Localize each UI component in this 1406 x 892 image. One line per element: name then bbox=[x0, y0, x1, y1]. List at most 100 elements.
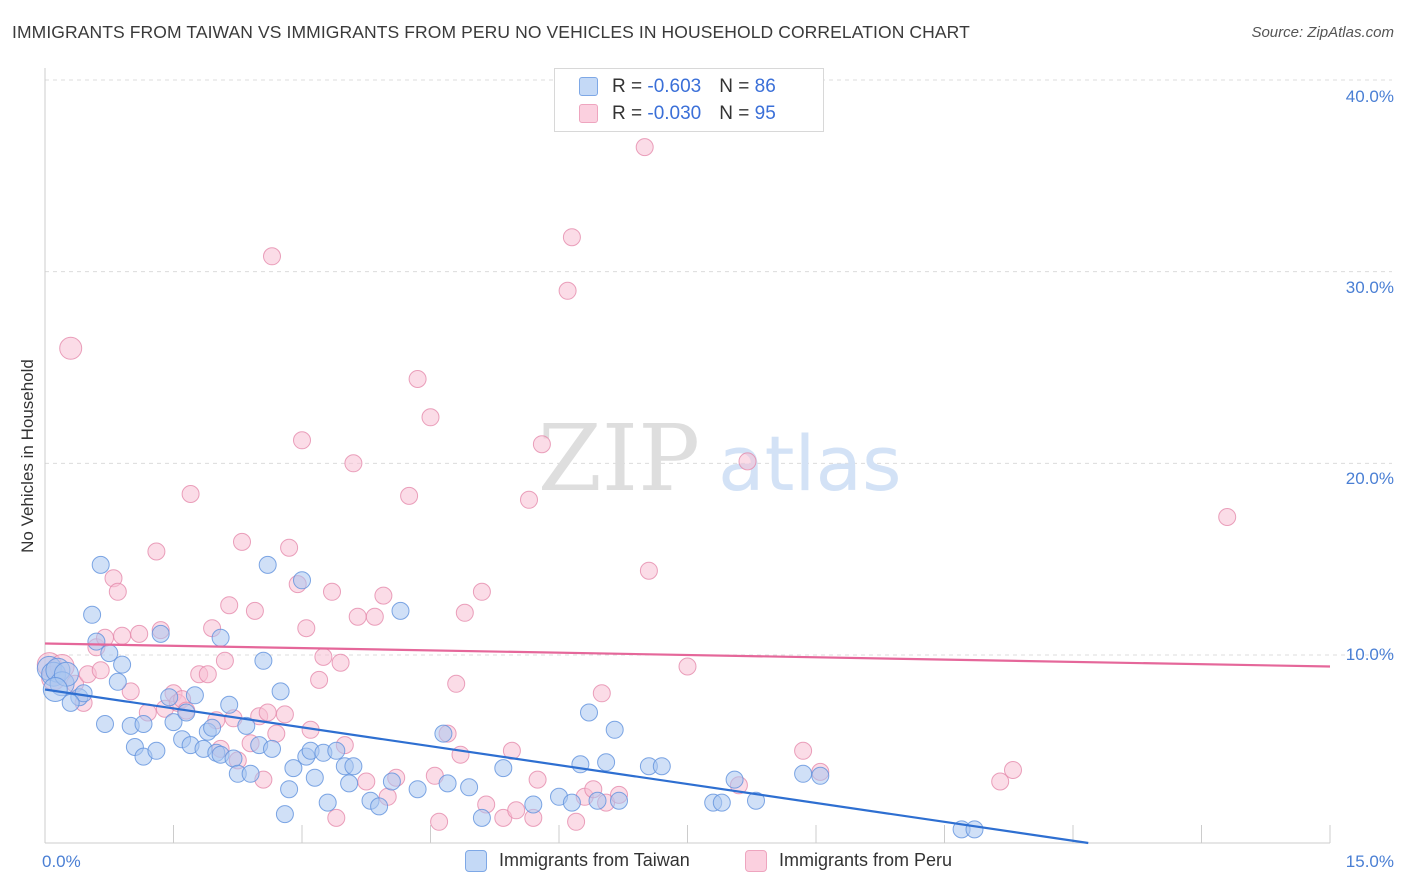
taiwan-point bbox=[220, 695, 239, 714]
taiwan-point bbox=[83, 605, 102, 624]
taiwan-point bbox=[725, 770, 744, 789]
taiwan-point bbox=[164, 713, 183, 732]
y-tick-label: 40.0% bbox=[1345, 87, 1394, 106]
legend-row-taiwan: R = -0.603 N = 86 bbox=[579, 76, 776, 100]
taiwan-point bbox=[224, 749, 243, 768]
taiwan-point bbox=[42, 677, 68, 702]
peru-point bbox=[113, 626, 132, 645]
taiwan-point bbox=[185, 686, 204, 705]
x-tick-label-max: 15.0% bbox=[1345, 852, 1394, 871]
taiwan-point bbox=[87, 632, 106, 651]
peru-legend-swatch bbox=[745, 850, 767, 873]
peru-point bbox=[215, 651, 234, 670]
taiwan-point bbox=[434, 724, 453, 743]
taiwan-point bbox=[712, 793, 731, 812]
peru-point bbox=[374, 586, 393, 605]
taiwan-point bbox=[91, 555, 110, 574]
n-label: N = bbox=[719, 76, 755, 97]
taiwan-point bbox=[241, 764, 260, 783]
peru-swatch bbox=[579, 104, 598, 124]
peru-legend-label: Immigrants from Peru bbox=[779, 850, 953, 870]
taiwan-point bbox=[237, 716, 256, 735]
peru-point bbox=[562, 228, 581, 247]
taiwan-point bbox=[524, 795, 543, 814]
source-credit: Source: ZipAtlas.com bbox=[1251, 24, 1394, 41]
peru-point bbox=[233, 532, 251, 551]
y-tick-label: 10.0% bbox=[1345, 645, 1394, 664]
taiwan-point bbox=[263, 739, 281, 758]
peru-point bbox=[532, 435, 551, 454]
taiwan-point bbox=[211, 628, 230, 647]
taiwan-point bbox=[747, 791, 765, 810]
taiwan-point bbox=[318, 793, 337, 812]
peru-point bbox=[421, 408, 440, 427]
taiwan-point bbox=[113, 655, 132, 674]
peru-point bbox=[314, 647, 333, 666]
peru-point bbox=[258, 703, 277, 722]
peru-point bbox=[1218, 508, 1237, 526]
taiwan-point bbox=[134, 715, 153, 733]
gridlines bbox=[45, 79, 1392, 656]
peru-point bbox=[507, 801, 526, 820]
peru-point bbox=[147, 542, 166, 561]
peru-point bbox=[794, 741, 813, 760]
legend-row-peru: R = -0.030 N = 95 bbox=[579, 103, 776, 127]
peru-point bbox=[430, 812, 449, 831]
taiwan-point bbox=[588, 791, 607, 810]
peru-point bbox=[738, 452, 757, 471]
taiwan-swatch bbox=[579, 77, 598, 97]
taiwan-point bbox=[258, 555, 277, 574]
y-tick-label: 20.0% bbox=[1345, 469, 1394, 488]
peru-point bbox=[323, 582, 341, 601]
peru-point bbox=[263, 247, 281, 266]
n-value: 86 bbox=[754, 76, 776, 97]
peru-point bbox=[59, 336, 83, 360]
peru-point bbox=[678, 657, 697, 676]
taiwan-point bbox=[472, 808, 491, 827]
taiwan-point bbox=[340, 774, 359, 793]
taiwan-point bbox=[271, 682, 290, 701]
peru-point bbox=[348, 607, 367, 626]
taiwan-point bbox=[284, 759, 303, 778]
taiwan-point bbox=[254, 651, 273, 670]
peru-point bbox=[447, 674, 466, 693]
peru-point bbox=[327, 808, 346, 827]
peru-point bbox=[567, 812, 586, 831]
x-tick-label-min: 0.0% bbox=[42, 852, 81, 871]
r-value: -0.603 bbox=[647, 76, 702, 97]
taiwan-point bbox=[370, 797, 389, 816]
watermark-zip: ZIP bbox=[538, 405, 700, 512]
taiwan-point bbox=[177, 703, 196, 722]
taiwan-point bbox=[391, 601, 410, 620]
peru-point bbox=[198, 665, 217, 684]
peru-point bbox=[592, 684, 611, 703]
peru-point bbox=[520, 490, 538, 509]
n-value: 95 bbox=[754, 103, 776, 124]
taiwan-point bbox=[147, 741, 166, 760]
taiwan-point bbox=[327, 741, 346, 760]
taiwan-legend-swatch bbox=[465, 850, 487, 873]
taiwan-point bbox=[151, 624, 170, 643]
taiwan-point bbox=[344, 757, 363, 776]
taiwan-point bbox=[275, 805, 294, 824]
taiwan-point bbox=[610, 791, 628, 810]
peru-trend-line bbox=[44, 642, 1331, 668]
peru-point bbox=[357, 772, 376, 791]
taiwan-point bbox=[108, 672, 127, 691]
taiwan-point bbox=[160, 688, 179, 707]
peru-point bbox=[275, 705, 294, 724]
chart-title: IMMIGRANTS FROM TAIWAN VS IMMIGRANTS FRO… bbox=[12, 22, 970, 42]
r-label: R = bbox=[612, 76, 648, 97]
peru-point bbox=[639, 561, 658, 580]
peru-point bbox=[293, 431, 311, 450]
taiwan-point bbox=[203, 718, 222, 737]
r-label: R = bbox=[612, 103, 648, 124]
peru-point bbox=[344, 454, 363, 473]
peru-point bbox=[331, 653, 350, 672]
peru-point bbox=[408, 370, 427, 388]
peru-point bbox=[108, 582, 127, 601]
peru-point bbox=[558, 281, 577, 300]
taiwan-trend-line bbox=[44, 688, 1089, 845]
peru-point bbox=[297, 619, 316, 638]
